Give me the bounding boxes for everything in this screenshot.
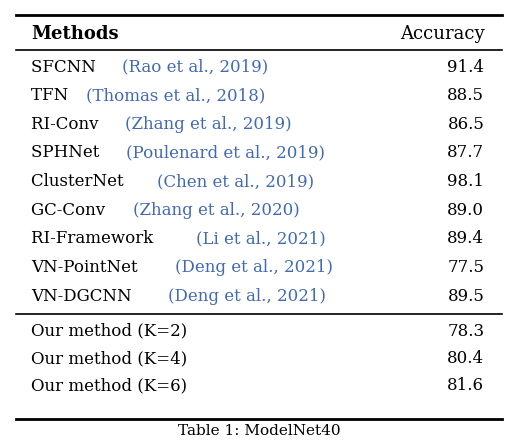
Text: ClusterNet: ClusterNet [31,173,129,190]
Text: 89.5: 89.5 [448,288,484,304]
Text: 91.4: 91.4 [448,59,484,76]
Text: 86.5: 86.5 [448,116,484,133]
Text: (Deng et al., 2021): (Deng et al., 2021) [176,259,334,276]
Text: 89.0: 89.0 [448,202,484,219]
Text: Our method (K=4): Our method (K=4) [31,350,188,367]
Text: TFN: TFN [31,87,74,104]
Text: (Thomas et al., 2018): (Thomas et al., 2018) [86,87,265,104]
Text: Table 1: ModelNet40: Table 1: ModelNet40 [178,424,340,438]
Text: 88.5: 88.5 [448,87,484,104]
Text: (Chen et al., 2019): (Chen et al., 2019) [157,173,314,190]
Text: (Zhang et al., 2020): (Zhang et al., 2020) [134,202,300,219]
Text: Our method (K=6): Our method (K=6) [31,378,187,394]
Text: 87.7: 87.7 [447,144,484,161]
Text: 77.5: 77.5 [448,259,484,276]
Text: RI-Framework: RI-Framework [31,231,159,247]
Text: (Zhang et al., 2019): (Zhang et al., 2019) [125,116,292,133]
Text: Methods: Methods [31,25,119,43]
Text: SPHNet: SPHNet [31,144,105,161]
Text: Our method (K=2): Our method (K=2) [31,323,188,340]
Text: RI-Conv: RI-Conv [31,116,104,133]
Text: SFCNN: SFCNN [31,59,101,76]
Text: (Rao et al., 2019): (Rao et al., 2019) [122,59,268,76]
Text: (Poulenard et al., 2019): (Poulenard et al., 2019) [126,144,325,161]
Text: (Li et al., 2021): (Li et al., 2021) [196,231,325,247]
Text: 78.3: 78.3 [447,323,484,340]
Text: VN-PointNet: VN-PointNet [31,259,143,276]
Text: GC-Conv: GC-Conv [31,202,110,219]
Text: 89.4: 89.4 [448,231,484,247]
Text: 80.4: 80.4 [447,350,484,367]
Text: 81.6: 81.6 [448,378,484,394]
Text: Accuracy: Accuracy [400,25,484,43]
Text: 98.1: 98.1 [448,173,484,190]
Text: (Deng et al., 2021): (Deng et al., 2021) [168,288,326,304]
Text: VN-DGCNN: VN-DGCNN [31,288,137,304]
